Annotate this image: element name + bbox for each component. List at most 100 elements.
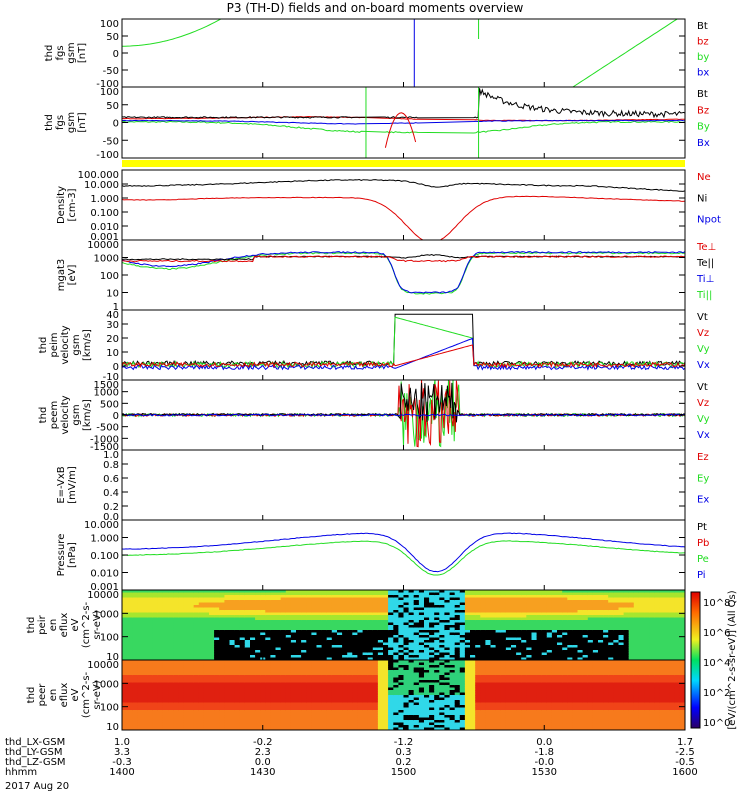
ylabel: velocity: [60, 395, 71, 434]
ylabel: [nT]: [77, 112, 88, 132]
ylabel: thd: [38, 337, 49, 354]
legend-Pe: Pe: [697, 554, 709, 565]
ylabel: eV: [70, 688, 81, 701]
ytick-label: 0: [113, 411, 119, 422]
ytick-label: -50: [103, 66, 119, 77]
series-vy-e: [122, 380, 685, 447]
panel-frame-temperature: [122, 240, 685, 310]
ylabel: gsm: [66, 112, 77, 133]
ytick-label: 0.100: [90, 551, 119, 562]
ylabel: thd: [44, 114, 55, 131]
ylabel: [km/s]: [82, 399, 93, 431]
series-ni: [122, 180, 685, 192]
ylabel: fgs: [55, 45, 66, 60]
ytick-label: 500: [100, 399, 119, 410]
ylabel: eflux: [59, 613, 70, 638]
legend-Ni: Ni: [697, 193, 707, 204]
ytick-label: 100: [100, 19, 119, 30]
legend-Vt: Vt: [697, 312, 708, 323]
series-ti-par: [122, 252, 685, 294]
panel-frame-peim_velocity: [122, 310, 685, 380]
xaxis-tick-hhmm: 1400: [109, 767, 134, 778]
xaxis-tick-hhmm: 1600: [672, 767, 697, 778]
ylabel: sr-eV): [92, 680, 103, 709]
legend-Vx: Vx: [697, 430, 710, 441]
ylabel: gsm: [66, 42, 77, 63]
ylabel: en: [48, 619, 59, 632]
ytick-label: 1.000: [90, 194, 119, 205]
ylabel: eflux: [59, 683, 70, 708]
ytick-label: 50: [106, 101, 119, 112]
ytick-label: -500: [96, 423, 119, 434]
ylabel: [km/s]: [82, 329, 93, 361]
legend-Bx: Bx: [697, 138, 710, 149]
series-bx-2: [122, 120, 685, 124]
ytick-label: 10: [106, 289, 119, 300]
series-vy-i: [122, 317, 685, 367]
series-by-1b: [570, 14, 685, 89]
ylabel: sr-eV): [92, 610, 103, 639]
ytick-label: 0: [113, 119, 119, 130]
legend-Ti⊥: Ti⊥: [696, 274, 714, 285]
legend-Ez: Ez: [697, 452, 709, 463]
legend-bx: bx: [697, 68, 709, 79]
ytick-label: 20: [106, 334, 119, 345]
ylabel: peem: [49, 401, 60, 429]
ytick-label: 10000: [87, 240, 119, 251]
ytick-label: 10000: [87, 590, 119, 601]
legend-Npot: Npot: [697, 215, 721, 226]
ytick-label: 1.000: [90, 534, 119, 545]
ylabel: gsm: [71, 334, 82, 355]
legend-Vx: Vx: [697, 360, 710, 371]
ylabel: (cm^2-s-: [81, 601, 92, 648]
ylabel: thd: [38, 407, 49, 424]
legend-Pt: Pt: [697, 522, 707, 533]
ytick-label: -50: [103, 136, 119, 147]
ylabel: peer: [37, 683, 48, 707]
ylabel: en: [48, 689, 59, 702]
ytick-label: 0.6: [103, 474, 119, 485]
ylabel: [nPa]: [67, 542, 78, 568]
legend-Bz: Bz: [697, 105, 709, 116]
legend-by: by: [697, 52, 709, 63]
ytick-label: 10000: [87, 660, 119, 671]
colorbar: [691, 592, 700, 728]
ytick-label: 0.100: [90, 208, 119, 219]
ylabel: (cm^2-s-: [81, 671, 92, 718]
ytick-label: 0: [113, 49, 119, 60]
panel-frame-fgs_gsm_1: [122, 19, 685, 87]
legend-Ti||: Ti||: [696, 290, 712, 301]
legend-Vz: Vz: [697, 398, 709, 409]
ytick-label: 100: [100, 271, 119, 282]
ylabel: gsm: [71, 404, 82, 425]
legend-Vy: Vy: [697, 414, 710, 425]
legend-Te⊥: Te⊥: [696, 242, 716, 253]
ytick-label: -100: [96, 150, 119, 161]
xaxis-tick-hhmm: 1500: [391, 767, 416, 778]
ylabel: peir: [37, 614, 48, 634]
ylabel: [cm-3]: [67, 188, 78, 221]
ytick-label: 0.010: [90, 569, 119, 580]
ytick-label: 0.8: [103, 460, 119, 471]
legend-Vz: Vz: [697, 328, 709, 339]
legend-Bt: Bt: [697, 21, 708, 32]
ylabel: Pressure: [56, 534, 67, 577]
legend-bz: bz: [697, 37, 709, 48]
ylabel: E=-VxB: [56, 466, 67, 503]
colorbar-label: [eV/(cm^2-s-sr-eV)] (All Qs): [727, 590, 738, 729]
panel-frame-efield: [122, 450, 685, 520]
ytick-label: 0.4: [103, 488, 119, 499]
status-bar: [122, 160, 685, 167]
legend-Pi: Pi: [697, 570, 706, 581]
legend-Te||: Te||: [696, 258, 714, 269]
peer-spectrogram: [122, 660, 686, 731]
ylabel: thd: [26, 617, 37, 634]
ytick-label: 10.000: [84, 180, 119, 191]
ytick-label: 10: [106, 348, 119, 359]
plot-title: P3 (TH-D) fields and on-board moments ov…: [0, 0, 750, 16]
panel-frame-pressure: [122, 520, 685, 590]
ylabel: Density: [56, 186, 67, 224]
series-vt-i: [122, 314, 685, 365]
